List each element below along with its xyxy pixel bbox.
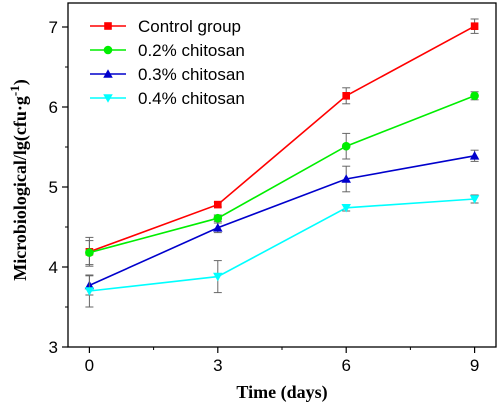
x-tick-label: 6 bbox=[341, 356, 350, 375]
legend-marker bbox=[103, 45, 113, 55]
legend-marker bbox=[103, 69, 113, 78]
y-tick-label: 5 bbox=[49, 178, 58, 197]
x-tick-label: 0 bbox=[85, 356, 94, 375]
y-title-unit: g bbox=[10, 96, 30, 105]
series-layer bbox=[84, 18, 480, 308]
legend: Control group 0.2% chitosan 0.3% chitosan 0… bbox=[90, 17, 245, 108]
plot-frame bbox=[67, 2, 497, 348]
x-tick-label: 3 bbox=[213, 356, 222, 375]
y-tick-label: 3 bbox=[49, 338, 58, 357]
y-title-dot: · bbox=[10, 105, 30, 111]
legend-item-1: Control group bbox=[90, 17, 241, 36]
legend-item-3: 0.3% chitosan bbox=[90, 65, 245, 84]
x-tick-label: 9 bbox=[470, 356, 479, 375]
data-point bbox=[213, 213, 223, 223]
legend-label: 0.3% chitosan bbox=[138, 65, 245, 84]
legend-label: Control group bbox=[138, 17, 241, 36]
data-point bbox=[341, 174, 351, 183]
data-point bbox=[342, 92, 350, 100]
data-point bbox=[470, 91, 479, 101]
data-point bbox=[470, 22, 479, 30]
series-line bbox=[89, 25, 475, 253]
legend-marker bbox=[104, 22, 112, 30]
axis-ticks: 0 3 6 9 3 4 5 6 7 bbox=[49, 18, 480, 375]
series-line bbox=[89, 155, 475, 287]
data-point bbox=[214, 200, 222, 209]
legend-label: 0.2% chitosan bbox=[138, 41, 245, 60]
data-point bbox=[213, 223, 223, 232]
y-tick-label: 4 bbox=[49, 258, 58, 277]
series-4 bbox=[84, 194, 480, 308]
legend-item-4: 0.4% chitosan bbox=[90, 89, 245, 108]
data-point bbox=[85, 248, 94, 257]
y-tick-label: 7 bbox=[49, 18, 58, 37]
legend-item-2: 0.2% chitosan bbox=[90, 41, 245, 60]
data-point bbox=[341, 204, 351, 213]
y-title-superscript: -1 bbox=[7, 85, 22, 96]
y-title-main: Microbiological/lg(cfu bbox=[10, 111, 31, 281]
data-point bbox=[341, 141, 351, 151]
legend-marker bbox=[103, 94, 113, 103]
series-2 bbox=[85, 91, 479, 266]
series-line bbox=[89, 95, 475, 254]
y-tick-label: 6 bbox=[49, 98, 58, 117]
series-line bbox=[89, 198, 475, 292]
legend-label: 0.4% chitosan bbox=[138, 89, 245, 108]
data-point bbox=[213, 272, 223, 282]
x-axis-title: Time (days) bbox=[236, 382, 327, 403]
series-3 bbox=[84, 149, 480, 296]
plot-border bbox=[67, 2, 497, 348]
data-point bbox=[84, 287, 95, 296]
y-title-close: ) bbox=[10, 79, 31, 85]
data-point bbox=[469, 195, 480, 204]
data-point bbox=[469, 151, 480, 160]
y-axis-title: Microbiological/lg(cfu·g-1) bbox=[7, 79, 31, 281]
